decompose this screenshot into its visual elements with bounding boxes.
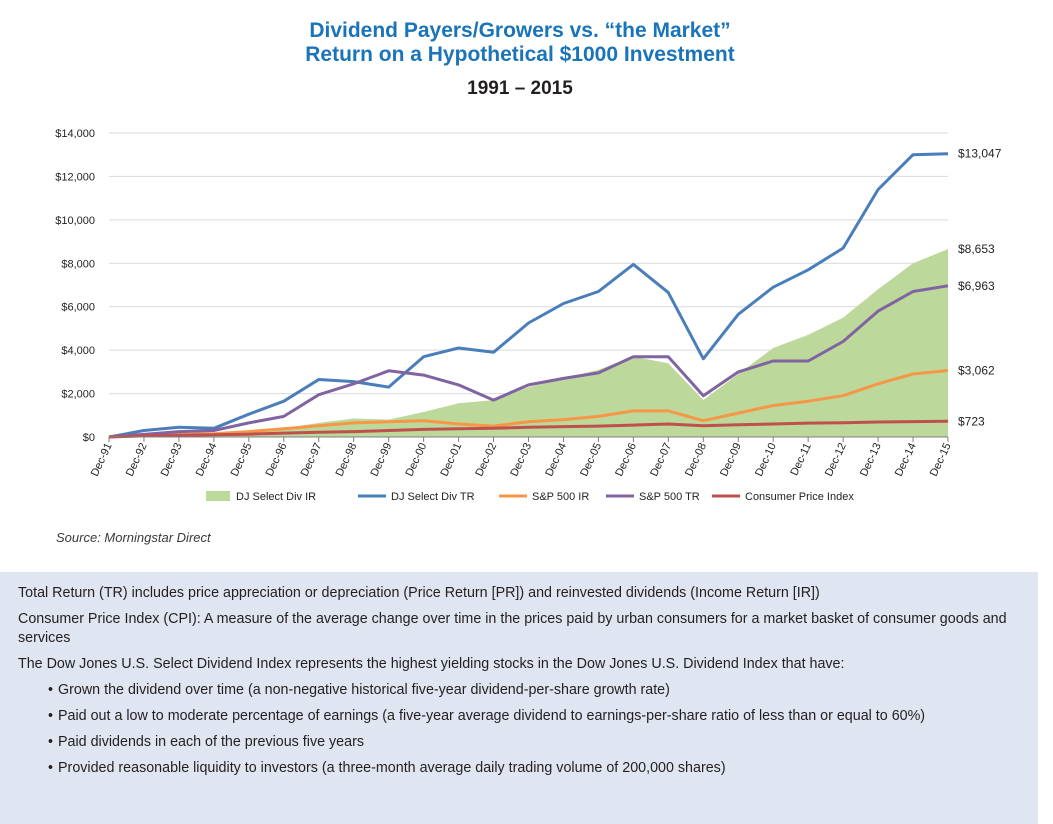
y-tick-label: $14,000 (55, 128, 95, 140)
x-tick-label: Dec-14 (893, 441, 919, 478)
chart-subtitle: 1991 – 2015 (467, 78, 573, 99)
legend-swatch (206, 491, 230, 501)
end-value-label: $3,062 (958, 364, 995, 378)
x-tick-label: Dec-97 (299, 441, 325, 478)
chart-title: Dividend Payers/Growers vs. “the Market” (309, 19, 731, 42)
note-cpi: Consumer Price Index (CPI): A measure of… (18, 611, 1007, 646)
x-tick-label: Dec-15 (928, 441, 954, 478)
legend-entry: S&P 500 IR (532, 491, 589, 503)
criteria-item: Paid out a low to moderate percentage of… (48, 707, 1020, 726)
y-tick-label: $4,000 (61, 345, 95, 357)
x-tick-label: Dec-12 (823, 441, 849, 478)
x-tick-label: Dec-05 (578, 441, 604, 478)
x-tick-label: Dec-92 (124, 441, 150, 478)
series-line-sp500-ir (108, 369, 949, 439)
series-area-dj-select-div-ir (109, 249, 948, 437)
x-tick-label: Dec-07 (648, 441, 674, 478)
x-tick-label: Dec-03 (508, 441, 534, 478)
x-tick-label: Dec-09 (718, 441, 744, 478)
criteria-list: Grown the dividend over time (a non-nega… (18, 681, 1020, 778)
legend-entry: DJ Select Div IR (236, 491, 316, 503)
legend-entry: S&P 500 TR (639, 491, 700, 503)
series-line-sp500-tr (108, 284, 949, 439)
x-tick-label: Dec-13 (858, 441, 884, 478)
x-tick-label: Dec-08 (683, 441, 709, 478)
x-tick-label: Dec-02 (473, 441, 499, 478)
x-tick-label: Dec-06 (613, 441, 639, 478)
x-tick-label: Dec-00 (403, 441, 429, 478)
end-value-label: $8,653 (958, 242, 995, 256)
x-tick-label: Dec-04 (543, 441, 569, 478)
x-tick-label: Dec-98 (334, 441, 360, 478)
note-total-return: Total Return (TR) includes price appreci… (18, 585, 820, 601)
source-note: Source: Morningstar Direct (56, 530, 211, 545)
y-tick-label: $12,000 (55, 171, 95, 183)
y-tick-label: $8,000 (61, 258, 95, 270)
y-tick-label: $6,000 (61, 302, 95, 314)
line-chart: $0 $2,000 $4,000 $6,000 $8,000 $10,000 $12,000… (55, 128, 1002, 503)
criteria-item: Provided reasonable liquidity to investo… (48, 759, 1020, 778)
x-tick-label: Dec-94 (194, 441, 220, 478)
x-tick-label: Dec-10 (753, 441, 779, 478)
end-value-label: $13,047 (958, 147, 1002, 161)
series-line-cpi (108, 419, 949, 439)
legend-entry: DJ Select Div TR (391, 491, 475, 503)
x-tick-label: Dec-01 (438, 441, 464, 478)
x-tick-label: Dec-91 (89, 441, 115, 478)
legend-entry: Consumer Price Index (745, 491, 854, 503)
x-tick-label: Dec-96 (264, 441, 290, 478)
x-tick-label: Dec-11 (788, 441, 814, 477)
criteria-item: Paid dividends in each of the previous f… (48, 733, 1020, 752)
y-tick-label: $10,000 (55, 215, 95, 227)
x-tick-label: Dec-99 (369, 441, 395, 478)
x-tick-label: Dec-93 (159, 441, 185, 478)
chart-title-line2: Return on a Hypothetical $1000 Investmen… (305, 43, 735, 66)
y-tick-label: $2,000 (61, 389, 95, 401)
series-line-dj-select-div-tr (108, 152, 949, 439)
y-tick-label: $0 (83, 432, 95, 444)
end-value-label: $723 (958, 414, 985, 428)
notes-panel: Total Return (TR) includes price appreci… (0, 572, 1038, 824)
x-tick-label: Dec-95 (229, 441, 255, 478)
end-value-label: $6,963 (958, 279, 995, 293)
criteria-item: Grown the dividend over time (a non-nega… (48, 681, 1020, 700)
note-index-description: The Dow Jones U.S. Select Dividend Index… (18, 656, 845, 672)
